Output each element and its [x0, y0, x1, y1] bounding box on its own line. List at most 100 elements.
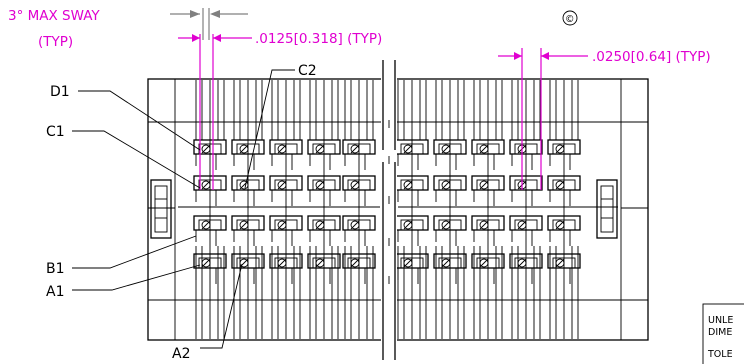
contact-stroke — [555, 258, 565, 268]
contact-stroke — [441, 180, 451, 190]
contact-ring — [517, 220, 527, 230]
sway-label: 3° MAX SWAY — [8, 8, 100, 24]
contact-cell — [509, 253, 543, 284]
contact-cell — [433, 253, 467, 284]
contact-ring — [277, 144, 287, 154]
contact-ring — [239, 258, 249, 268]
contact-stroke — [517, 258, 527, 268]
callout-c1: C1 — [46, 124, 65, 140]
contact-window — [198, 179, 222, 191]
callout-b1: B1 — [46, 261, 65, 277]
callout-a1: A1 — [46, 284, 64, 300]
contact-ring — [201, 180, 211, 190]
contact-stroke — [555, 220, 565, 230]
contact-window — [552, 143, 576, 155]
contact-window — [400, 143, 424, 155]
contact-stroke — [403, 258, 413, 268]
contact-stroke — [350, 180, 360, 190]
contact-ring — [201, 258, 211, 268]
pitch-small-label: .0125[0.318] (TYP) — [255, 31, 382, 47]
contact-window — [312, 219, 336, 231]
contact-ring — [277, 220, 287, 230]
contact-window — [476, 219, 500, 231]
callout-a2: A2 — [172, 346, 190, 362]
contact-stroke — [403, 180, 413, 190]
contact-window — [476, 143, 500, 155]
contact-ring — [403, 144, 413, 154]
break-line — [381, 60, 397, 360]
contact-cell — [471, 139, 505, 170]
symbol-glyph: © — [565, 14, 575, 25]
contact-ring — [315, 220, 325, 230]
contact-window — [274, 257, 298, 269]
contact-window — [347, 219, 371, 231]
contact-stroke — [315, 258, 325, 268]
contact-window — [476, 257, 500, 269]
contact-stroke — [315, 220, 325, 230]
contact-window — [438, 179, 462, 191]
contact-window — [312, 179, 336, 191]
contact-cell — [433, 139, 467, 170]
contact-ring — [555, 220, 565, 230]
contact-window — [438, 257, 462, 269]
contact-stroke — [479, 220, 489, 230]
contact-ring — [201, 144, 211, 154]
contact-cell — [231, 215, 265, 246]
contact-cell — [509, 215, 543, 246]
contact-cell — [471, 175, 505, 206]
contact-ring — [441, 180, 451, 190]
contact-stroke — [441, 144, 451, 154]
contact-cell — [231, 253, 265, 284]
contact-window — [438, 143, 462, 155]
contact-stroke — [277, 220, 287, 230]
contact-cell — [193, 139, 227, 170]
contact-window — [438, 219, 462, 231]
contact-window — [236, 143, 260, 155]
contact-ring — [479, 220, 489, 230]
contact-cell — [547, 215, 581, 246]
callout-leaders — [72, 69, 295, 349]
contact-window — [514, 179, 538, 191]
contact-window — [514, 143, 538, 155]
contact-ring — [350, 180, 360, 190]
contact-stroke — [479, 258, 489, 268]
contact-ring — [403, 220, 413, 230]
contact-window — [400, 219, 424, 231]
contact-stroke — [403, 144, 413, 154]
contact-cell — [547, 139, 581, 170]
contact-stroke — [403, 220, 413, 230]
contact-ring — [403, 180, 413, 190]
contact-stroke — [277, 144, 287, 154]
pitch-large-dimension: .0250[0.64] (TYP) — [498, 48, 711, 190]
contact-array — [178, 139, 618, 284]
contact-window — [347, 179, 371, 191]
contact-cell — [307, 253, 341, 284]
contact-ring — [403, 258, 413, 268]
contact-ring — [350, 144, 360, 154]
contact-window — [347, 257, 371, 269]
contact-stroke — [201, 180, 211, 190]
contact-cell — [433, 215, 467, 246]
contact-cell — [547, 175, 581, 206]
contact-ring — [517, 258, 527, 268]
contact-window — [514, 219, 538, 231]
callout-c2: C2 — [298, 63, 317, 79]
contact-ring — [239, 180, 249, 190]
contact-ring — [239, 144, 249, 154]
symbol-icon: © — [562, 10, 578, 26]
contact-ring — [441, 258, 451, 268]
contact-cell — [471, 253, 505, 284]
contact-ring — [555, 180, 565, 190]
latch-right — [596, 179, 618, 239]
callout-d1: D1 — [50, 84, 70, 100]
contact-stroke — [201, 144, 211, 154]
contact-stroke — [350, 220, 360, 230]
contact-cell — [269, 139, 303, 170]
contact-window — [514, 257, 538, 269]
notes-block: UNLE DIME TOLE — [702, 303, 744, 364]
contact-ring — [239, 220, 249, 230]
contact-ring — [277, 180, 287, 190]
contact-cell — [342, 175, 376, 206]
contact-window — [236, 179, 260, 191]
